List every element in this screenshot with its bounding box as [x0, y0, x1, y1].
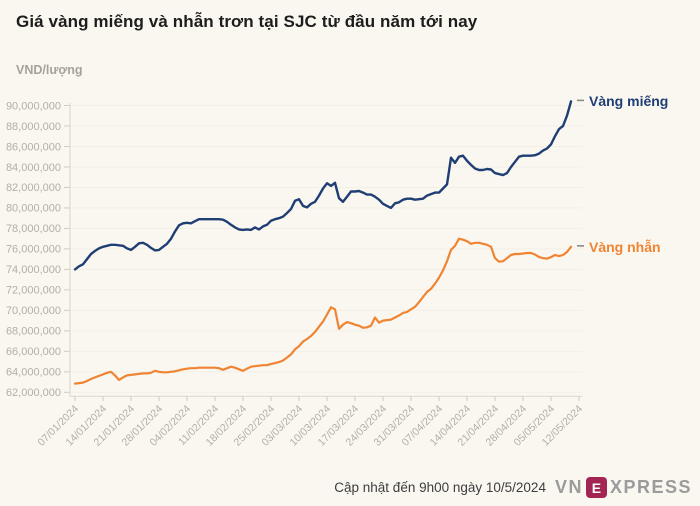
y-tick-label: 86,000,000: [6, 141, 61, 153]
logo-suffix: XPRESS: [609, 477, 692, 497]
vnexpress-logo: VN E XPRESS: [555, 477, 692, 498]
axes: [69, 103, 583, 397]
y-tick-label: 76,000,000: [6, 244, 61, 256]
y-tick-label: 62,000,000: [6, 387, 61, 399]
y-tick-label: 80,000,000: [6, 203, 61, 215]
y-tick-label: 90,000,000: [6, 100, 61, 112]
legend-vang-nhan: Vàng nhẫn: [589, 239, 661, 255]
update-caption: Cập nhật đến 9h00 ngày 10/5/2024: [334, 480, 546, 495]
y-tick-label: 78,000,000: [6, 223, 61, 235]
footer: Cập nhật đến 9h00 ngày 10/5/2024 VN E XP…: [334, 477, 692, 498]
y-tick-label: 70,000,000: [6, 305, 61, 317]
page-title: Giá vàng miếng và nhẫn trơn tại SJC từ đ…: [16, 12, 478, 31]
series-line-vang-mieng: [73, 100, 573, 271]
y-tick-label: 88,000,000: [6, 121, 61, 133]
y-tick-label: 68,000,000: [6, 326, 61, 338]
legend-vang-mieng: Vàng miếng: [589, 93, 669, 109]
y-tick-label: 72,000,000: [6, 285, 61, 297]
y-tick-label: 66,000,000: [6, 346, 61, 358]
y-tick-label: 74,000,000: [6, 264, 61, 276]
logo-prefix: VN: [554, 477, 583, 497]
logo-e-icon: E: [585, 477, 607, 498]
y-tick-label: 84,000,000: [6, 162, 61, 174]
series-line-vang-nhan: [73, 237, 573, 385]
y-tick-label: 64,000,000: [6, 367, 61, 379]
y-tick-label: 82,000,000: [6, 182, 61, 194]
y-axis-unit-label: VND/lượng: [16, 63, 83, 77]
